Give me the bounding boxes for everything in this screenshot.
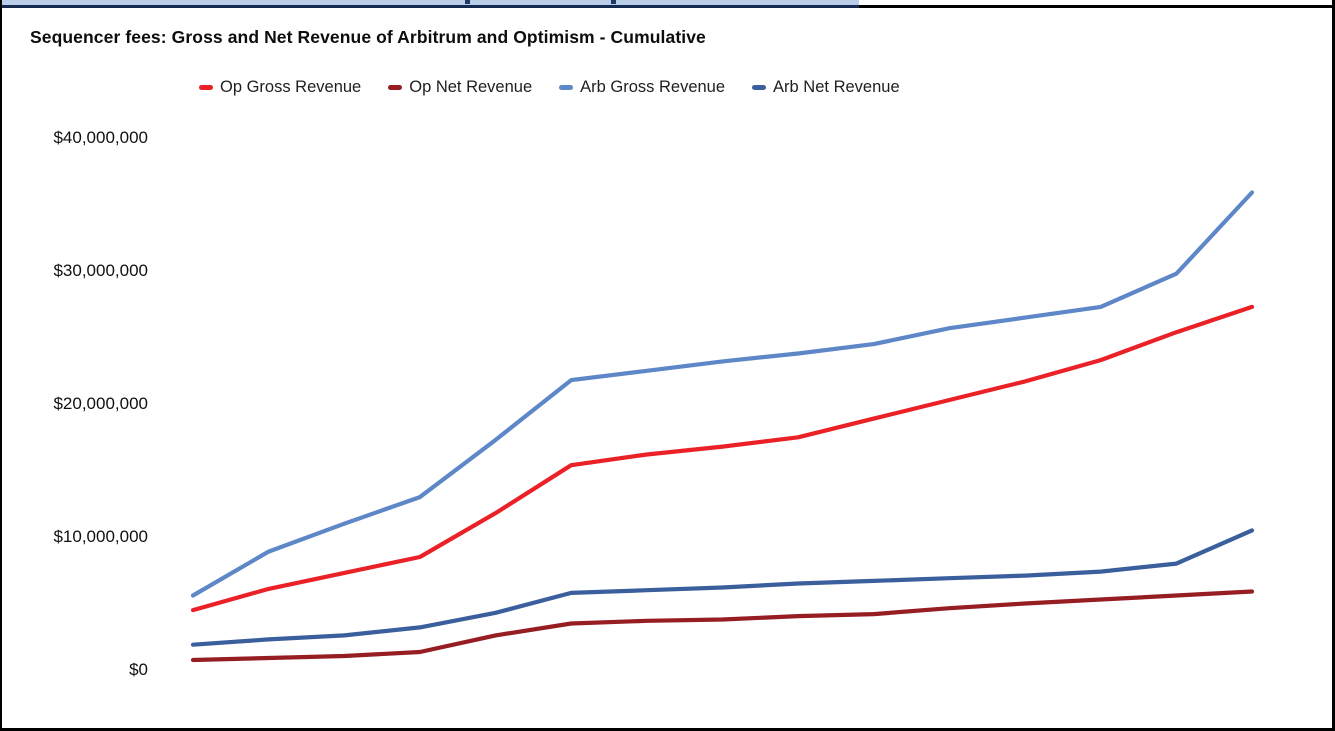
frame-top-border (2, 5, 859, 8)
series-line-op-gross-revenue (190, 304, 1255, 613)
legend-dash-icon (199, 85, 213, 90)
legend-item-arb-gross-revenue[interactable]: Arb Gross Revenue (559, 78, 725, 97)
legend-label: Op Net Revenue (409, 78, 533, 96)
legend-item-op-net-revenue[interactable]: Op Net Revenue (388, 78, 532, 97)
legend-item-arb-net-revenue[interactable]: Arb Net Revenue (752, 78, 900, 97)
legend-item-op-gross-revenue[interactable]: Op Gross Revenue (199, 78, 361, 97)
legend-dash-icon (388, 85, 403, 90)
y-axis-tick-label: $30,000,000 (53, 261, 148, 280)
frame-top-border (859, 5, 1332, 8)
series-line-arb-gross-revenue (190, 190, 1255, 598)
legend-dash-icon (752, 85, 767, 90)
legend-label: Op Gross Revenue (220, 78, 362, 96)
legend-label: Arb Net Revenue (773, 78, 900, 96)
legend-dash-icon (559, 85, 574, 90)
y-axis-tick-label: $40,000,000 (53, 128, 148, 147)
series-line-arb-net-revenue (190, 528, 1255, 647)
chart-legend: Op Gross Revenue Op Net Revenue Arb Gross … (199, 78, 900, 97)
selection-highlight-strip (2, 0, 859, 5)
legend-label: Arb Gross Revenue (580, 78, 726, 96)
chart-title: Sequencer fees: Gross and Net Revenue of… (30, 27, 706, 47)
y-axis-tick-label: $20,000,000 (53, 394, 148, 413)
y-axis-tick-label: $10,000,000 (53, 527, 148, 546)
artifact-mark (611, 0, 616, 4)
artifact-mark (465, 0, 470, 4)
series-line-op-net-revenue (190, 589, 1255, 663)
y-axis-tick-label: $0 (129, 660, 148, 679)
